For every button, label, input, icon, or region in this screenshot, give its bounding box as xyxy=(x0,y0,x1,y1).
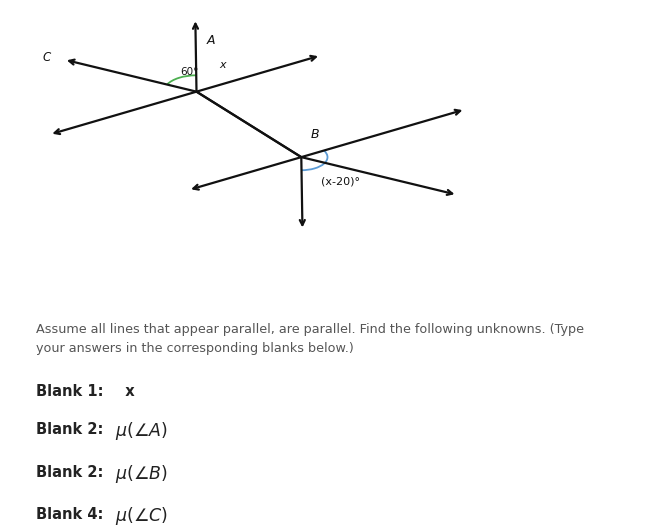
Text: B: B xyxy=(311,128,320,141)
Text: x: x xyxy=(219,61,226,70)
Text: Assume all lines that appear parallel, are parallel. Find the following unknowns: Assume all lines that appear parallel, a… xyxy=(36,323,584,355)
Text: Blank 2:: Blank 2: xyxy=(36,465,103,479)
Text: x: x xyxy=(115,384,134,399)
Text: 60°: 60° xyxy=(180,67,198,77)
Text: $\mu(\angle C)$: $\mu(\angle C)$ xyxy=(115,505,168,527)
Text: Blank 4:: Blank 4: xyxy=(36,507,103,522)
Text: (x-20)°: (x-20)° xyxy=(321,177,360,187)
Text: A: A xyxy=(207,34,215,48)
Text: $\mu(\angle B)$: $\mu(\angle B)$ xyxy=(115,463,168,485)
Text: Blank 2:: Blank 2: xyxy=(36,422,103,437)
Text: Blank 1:: Blank 1: xyxy=(36,384,103,399)
Text: $\mu(\angle A)$: $\mu(\angle A)$ xyxy=(115,420,168,442)
Text: C: C xyxy=(42,51,50,63)
